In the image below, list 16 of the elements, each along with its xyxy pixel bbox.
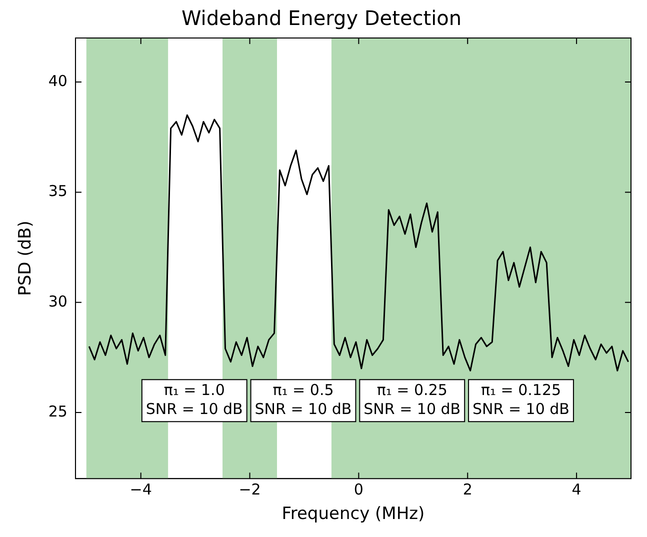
y-tick-label: 40 bbox=[48, 72, 68, 90]
y-tick-label: 30 bbox=[48, 292, 68, 310]
annotation: π₁ = 0.5 SNR = 10 dB bbox=[254, 381, 352, 418]
annotation: π₁ = 0.25 SNR = 10 dB bbox=[364, 381, 461, 418]
x-tick-label: 0 bbox=[354, 480, 364, 498]
x-axis-title: Frequency (MHz) bbox=[282, 504, 425, 524]
x-tick-label: 2 bbox=[462, 480, 472, 498]
y-tick-label: 25 bbox=[48, 402, 68, 420]
annotation: π₁ = 0.125 SNR = 10 dB bbox=[472, 381, 570, 418]
x-tick-label: −2 bbox=[238, 480, 261, 498]
y-axis-title: PSD (dB) bbox=[16, 220, 36, 296]
y-tick-label: 35 bbox=[48, 182, 68, 200]
x-tick-label: −4 bbox=[130, 480, 152, 498]
chart-title: Wideband Energy Detection bbox=[181, 6, 462, 30]
annotation: π₁ = 1.0 SNR = 10 dB bbox=[146, 381, 243, 418]
x-tick-label: 4 bbox=[572, 480, 582, 498]
